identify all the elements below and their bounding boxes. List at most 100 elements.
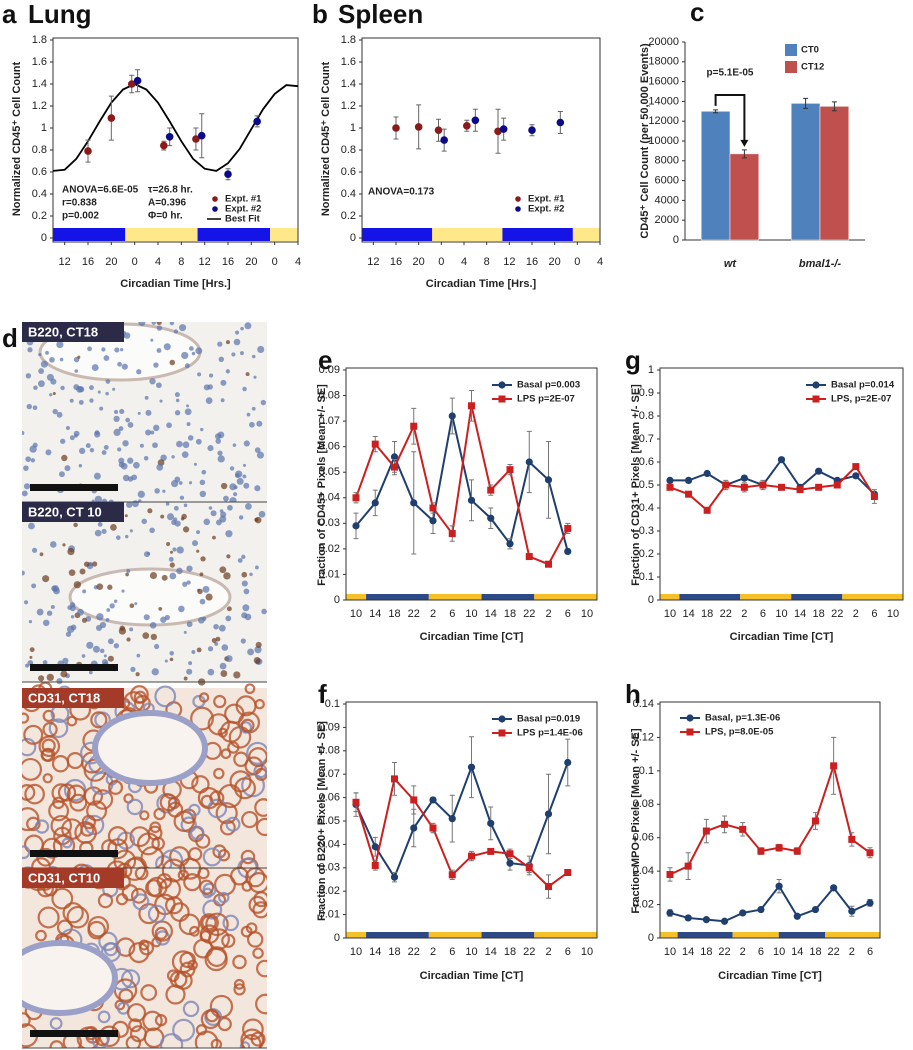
x-tick-label: 18: [388, 608, 400, 620]
y-tick-label: 1.8: [341, 34, 356, 46]
data-point: [410, 422, 418, 430]
y-tick-label: 1.4: [32, 78, 47, 90]
tissue-cell: [171, 480, 179, 488]
y-tick-label: 0.06: [319, 792, 340, 804]
tissue-web: [213, 767, 225, 780]
x-tick-label: 16: [82, 256, 94, 268]
tissue-cell: [65, 631, 72, 637]
tissue-cell: [119, 408, 125, 415]
tissue-cell: [220, 398, 225, 403]
y-tick-label: 0.01: [319, 568, 340, 580]
significance-bracket: [714, 94, 746, 144]
tissue-cell: [183, 503, 188, 508]
phase-bar: [366, 932, 429, 938]
tissue-cell: [112, 387, 116, 391]
tissue-web: [128, 941, 150, 964]
data-point: [757, 847, 765, 855]
x-tick-label: 6: [867, 946, 873, 958]
tissue-cell: [180, 516, 185, 521]
tissue-cell: [169, 562, 175, 568]
phase-bar: [362, 228, 433, 241]
phase-bar: [732, 932, 779, 938]
bracket-arrow: [740, 139, 749, 147]
tissue-web: [24, 783, 45, 805]
legend-label: Expt. #1: [528, 194, 565, 205]
tissue-cell: [127, 422, 134, 428]
tissue-web: [151, 920, 173, 942]
panel-label: f: [318, 679, 327, 709]
tissue-web: [66, 905, 90, 929]
error-bar: [831, 101, 837, 112]
tissue-cell: [101, 347, 106, 352]
x-tick-label: 0: [132, 256, 138, 268]
tissue-web: [156, 873, 173, 889]
legend-marker: [515, 196, 521, 202]
tissue-web: [224, 703, 245, 725]
tissue-cell: [184, 408, 192, 416]
error-bar: [741, 149, 747, 159]
tissue-cell: [220, 670, 228, 677]
data-point: [467, 496, 476, 504]
tissue-cell: [145, 409, 152, 416]
x-tick-label: 16: [526, 256, 538, 268]
data-point: [830, 884, 838, 892]
tissue-cell: [261, 608, 267, 615]
tissue-cell: [240, 638, 246, 644]
tissue-cell: [249, 421, 255, 428]
data-point: [833, 481, 841, 489]
tissue-cell: [29, 445, 37, 453]
tissue-cell: [68, 569, 76, 576]
tissue-cell: [187, 435, 194, 441]
tissue-cell: [137, 490, 145, 498]
y-tick-label: 0.05: [319, 466, 340, 478]
tissue-cell: [50, 541, 57, 548]
tissue-web: [189, 925, 200, 937]
data-point: [487, 819, 495, 827]
data-point: [352, 522, 360, 530]
x-tick-label: 14: [682, 608, 694, 620]
tissue-cell: [254, 646, 262, 654]
x-tick-label: 0: [272, 256, 278, 268]
tissue-cell: [26, 403, 33, 410]
x-axis-title: Circadian Time [Hrs.]: [426, 278, 537, 290]
tissue-cell: [173, 505, 179, 511]
x-tick-label: 6: [449, 946, 455, 958]
x-tick-label: 18: [809, 946, 821, 958]
tissue-web: [256, 959, 267, 978]
data-point: [448, 412, 456, 420]
x-tick-label: 2: [853, 608, 859, 620]
phase-bar: [481, 932, 535, 938]
tissue-cell: [51, 585, 58, 592]
tissue-cell: [251, 354, 256, 359]
tissue-web: [244, 683, 256, 695]
tissue-cell: [65, 426, 70, 431]
bar: [729, 153, 760, 241]
tissue-web: [22, 1012, 31, 1028]
y-tick-label: 2000: [655, 214, 679, 226]
tissue-cell: [85, 443, 91, 449]
data-point: [429, 517, 437, 525]
tissue-cell: [233, 671, 241, 679]
data-point: [160, 141, 168, 150]
data-point: [371, 440, 379, 448]
tissue-cell: [64, 465, 71, 472]
tissue-cell: [56, 678, 63, 685]
tissue-cell: [232, 443, 237, 447]
plot-frame: [345, 701, 598, 939]
tissue-cell: [46, 673, 54, 682]
y-tick-label: 0: [334, 594, 340, 606]
tissue-web: [142, 1010, 163, 1032]
tissue-web: [90, 771, 114, 796]
x-tick-label: 18: [813, 608, 825, 620]
x-tick-label: 16: [222, 256, 234, 268]
data-point: [224, 170, 232, 178]
y-tick-label: 0: [648, 932, 654, 944]
tissue-cell: [186, 422, 191, 427]
data-point: [703, 506, 711, 514]
tissue-cell: [243, 482, 250, 489]
tissue-cell: [183, 630, 187, 634]
tissue-web: [132, 893, 150, 911]
data-point: [684, 476, 693, 484]
data-point: [410, 824, 418, 832]
data-point: [525, 864, 533, 872]
